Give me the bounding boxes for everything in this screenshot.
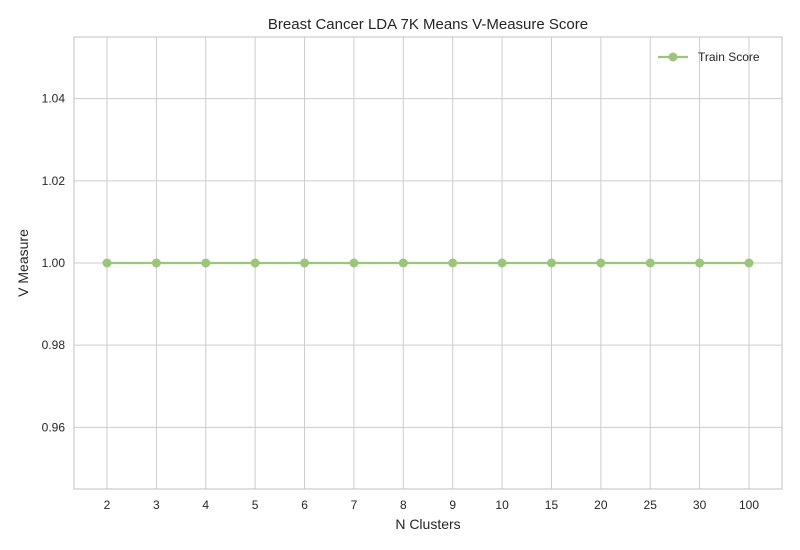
y-tick-label: 1.04 bbox=[42, 92, 66, 106]
data-point bbox=[151, 258, 161, 268]
x-tick-label: 3 bbox=[153, 498, 160, 512]
legend: Train Score bbox=[658, 50, 760, 64]
data-point bbox=[497, 258, 507, 268]
y-tick-label: 0.98 bbox=[42, 338, 66, 352]
x-tick-label: 6 bbox=[301, 498, 308, 512]
data-point bbox=[398, 258, 408, 268]
x-tick-label: 8 bbox=[400, 498, 407, 512]
data-point bbox=[250, 258, 260, 268]
data-point bbox=[596, 258, 606, 268]
x-axis-label: N Clusters bbox=[395, 516, 460, 532]
x-tick-label: 20 bbox=[594, 498, 608, 512]
plot-area bbox=[73, 36, 783, 490]
legend-marker-train-score bbox=[668, 52, 678, 62]
y-tick-labels: 0.96 0.98 1.00 1.02 1.04 bbox=[42, 92, 66, 435]
data-point bbox=[102, 258, 112, 268]
y-tick-label: 1.02 bbox=[42, 174, 66, 188]
chart-title: Breast Cancer LDA 7K Means V-Measure Sco… bbox=[268, 16, 588, 33]
x-tick-label: 9 bbox=[449, 498, 456, 512]
y-tick-label: 0.96 bbox=[42, 420, 66, 434]
data-point bbox=[448, 258, 458, 268]
x-tick-label: 25 bbox=[644, 498, 658, 512]
data-point bbox=[695, 258, 705, 268]
data-point bbox=[645, 258, 655, 268]
y-tick-label: 1.00 bbox=[42, 256, 66, 270]
x-tick-label: 100 bbox=[739, 498, 759, 512]
x-tick-label: 30 bbox=[693, 498, 707, 512]
data-point bbox=[349, 258, 359, 268]
data-point bbox=[744, 258, 754, 268]
data-point bbox=[300, 258, 310, 268]
x-tick-label: 4 bbox=[202, 498, 209, 512]
y-axis-label: V Measure bbox=[15, 229, 31, 297]
x-tick-label: 15 bbox=[545, 498, 559, 512]
x-tick-label: 10 bbox=[495, 498, 509, 512]
series-layer bbox=[102, 258, 754, 268]
legend-label-train-score: Train Score bbox=[698, 50, 760, 64]
x-tick-labels: 2 3 4 5 6 7 8 9 10 15 20 25 30 100 bbox=[104, 498, 760, 512]
data-point bbox=[546, 258, 556, 268]
x-tick-label: 2 bbox=[104, 498, 111, 512]
x-tick-label: 7 bbox=[351, 498, 358, 512]
x-tick-label: 5 bbox=[252, 498, 259, 512]
data-point bbox=[201, 258, 211, 268]
